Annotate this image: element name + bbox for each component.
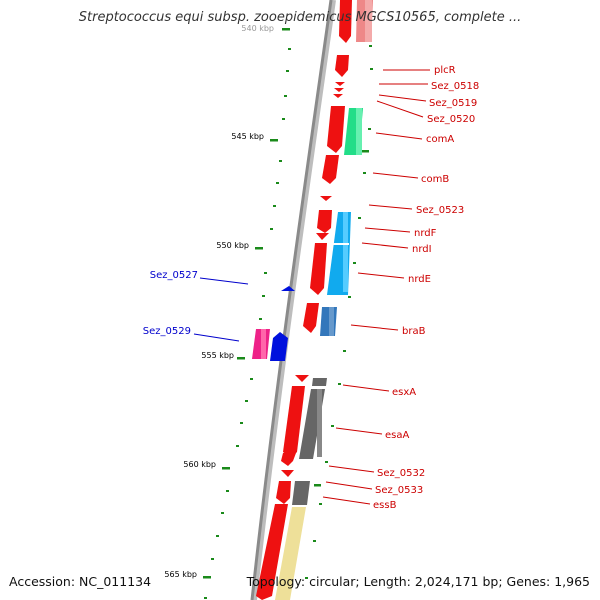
gene-label: esxA xyxy=(392,387,416,398)
gene-label-left: Sez_0529 xyxy=(143,326,191,337)
gene-label: plcR xyxy=(434,65,456,76)
kbp-label-545: 545 kbp xyxy=(231,132,264,141)
gene-label: esaA xyxy=(385,430,409,441)
minor-tick-dots xyxy=(204,45,373,599)
gene-features-reverse xyxy=(252,286,295,361)
gene-label: Sez_0523 xyxy=(416,205,464,216)
gene-arrow-nrdE xyxy=(310,243,327,295)
tick-555 xyxy=(237,357,245,360)
gene-blue xyxy=(270,332,288,361)
gene-grey-small xyxy=(312,378,327,386)
genome-backbone xyxy=(250,0,333,600)
gene-features-forward xyxy=(256,0,373,600)
gene-label: essB xyxy=(373,500,397,511)
gene-steel xyxy=(320,307,337,336)
gene-arrow-comA xyxy=(327,106,345,153)
gene-label: Sez_0532 xyxy=(377,468,425,479)
kbp-label-555: 555 kbp xyxy=(201,351,234,360)
gene-label-left: Sez_0527 xyxy=(150,270,198,281)
gene-label: comB xyxy=(421,174,449,185)
right-gene-labels: plcR Sez_0518 Sez_0519 Sez_0520 comA com… xyxy=(373,65,479,511)
gene-small-blue xyxy=(281,286,295,291)
kbp-label-540: 540 kbp xyxy=(241,24,274,33)
accession-text: Accession: NC_011134 xyxy=(9,574,152,589)
gene-arrow-comB xyxy=(322,155,339,184)
gene-arrow-nrdF xyxy=(317,210,332,233)
gene-label: Sez_0519 xyxy=(429,98,477,109)
gene-label: Sez_0520 xyxy=(427,114,475,125)
tick-560 xyxy=(222,467,230,470)
gene-label: nrdF xyxy=(414,228,437,239)
right-label-connectors xyxy=(322,69,430,505)
tick-550 xyxy=(255,247,263,250)
kbp-label-550: 550 kbp xyxy=(216,241,249,250)
gene-label: Sez_0518 xyxy=(431,81,479,92)
gene-arrow-essB-a xyxy=(276,481,291,504)
gene-yellow xyxy=(275,507,306,600)
gene-arrow xyxy=(339,0,352,43)
genome-summary-text: Topology: circular; Length: 2,024,171 bp… xyxy=(246,574,590,589)
kbp-label-560: 560 kbp xyxy=(183,460,216,469)
major-ticks xyxy=(203,28,369,579)
gene-grey-b xyxy=(292,481,310,505)
gene-label: nrdI xyxy=(412,244,432,255)
genome-backbone-shadow xyxy=(251,0,336,600)
left-gene-labels: Sez_0527 Sez_0529 xyxy=(143,270,249,342)
kbp-labels: 540 kbp 545 kbp 550 kbp 555 kbp 560 kbp … xyxy=(164,24,274,579)
map-title: Streptococcus equi subsp. zooepidemicus … xyxy=(78,10,522,25)
gene-arrow-braB xyxy=(303,303,319,333)
tick-565 xyxy=(203,576,211,579)
gene-label: nrdE xyxy=(408,274,431,285)
kbp-label-565: 565 kbp xyxy=(164,570,197,579)
tick-540 xyxy=(282,28,290,31)
tick-545 xyxy=(270,139,278,142)
gene-label: braB xyxy=(402,326,426,337)
gene-label: Sez_0533 xyxy=(375,485,423,496)
gene-arrow-esaA xyxy=(283,386,305,458)
gene-arrow-plcR xyxy=(335,55,349,77)
gene-arrow-essB xyxy=(256,504,288,600)
gene-label: comA xyxy=(426,134,454,145)
